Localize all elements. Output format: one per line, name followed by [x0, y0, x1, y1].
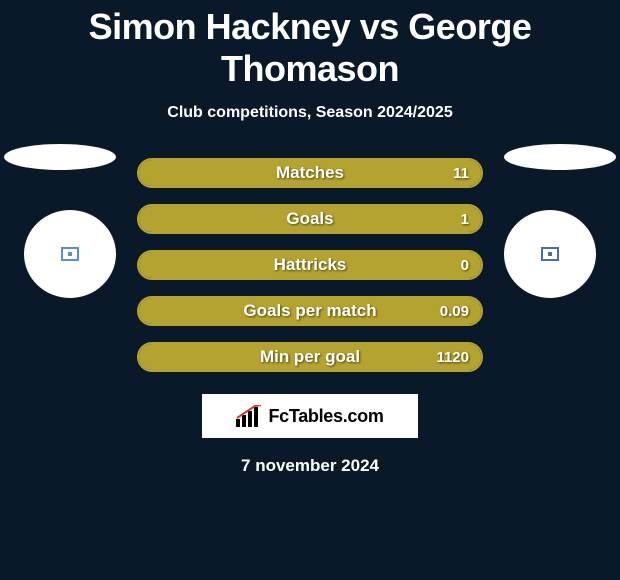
brand-label: FcTables.com: [268, 406, 383, 427]
stat-label: Min per goal: [260, 347, 360, 367]
brand-chart-icon: [236, 405, 262, 427]
stat-row: Goals 1: [137, 204, 483, 234]
player-right-avatar: [504, 210, 596, 298]
page-subtitle: Club competitions, Season 2024/2025: [0, 104, 620, 122]
placeholder-dot: [68, 252, 72, 256]
stat-label: Hattricks: [274, 255, 347, 275]
player-left-avatar: [24, 210, 116, 298]
player-right-badge: [504, 144, 616, 170]
stat-row: Matches 11: [137, 158, 483, 188]
placeholder-icon: [61, 247, 79, 261]
brand-box[interactable]: FcTables.com: [202, 394, 418, 438]
stat-rows: Matches 11 Goals 1 Hattricks 0 Goals per match…: [137, 158, 483, 372]
stat-value: 0: [461, 257, 469, 274]
placeholder-dot: [548, 252, 552, 256]
player-left-badge: [4, 144, 116, 170]
stat-row: Hattricks 0: [137, 250, 483, 280]
stat-value: 11: [453, 165, 469, 182]
stat-label: Goals: [286, 209, 333, 229]
placeholder-icon: [541, 247, 559, 261]
stat-value: 1120: [436, 349, 469, 366]
date-label: 7 november 2024: [0, 456, 620, 476]
stat-label: Matches: [276, 163, 344, 183]
comparison-area: Matches 11 Goals 1 Hattricks 0 Goals per match…: [0, 158, 620, 476]
page-title: Simon Hackney vs George Thomason: [0, 0, 620, 90]
stat-row: Goals per match 0.09: [137, 296, 483, 326]
stat-label: Goals per match: [243, 301, 376, 321]
stat-value: 0.09: [440, 303, 469, 320]
stat-row: Min per goal 1120: [137, 342, 483, 372]
stat-value: 1: [461, 211, 469, 228]
